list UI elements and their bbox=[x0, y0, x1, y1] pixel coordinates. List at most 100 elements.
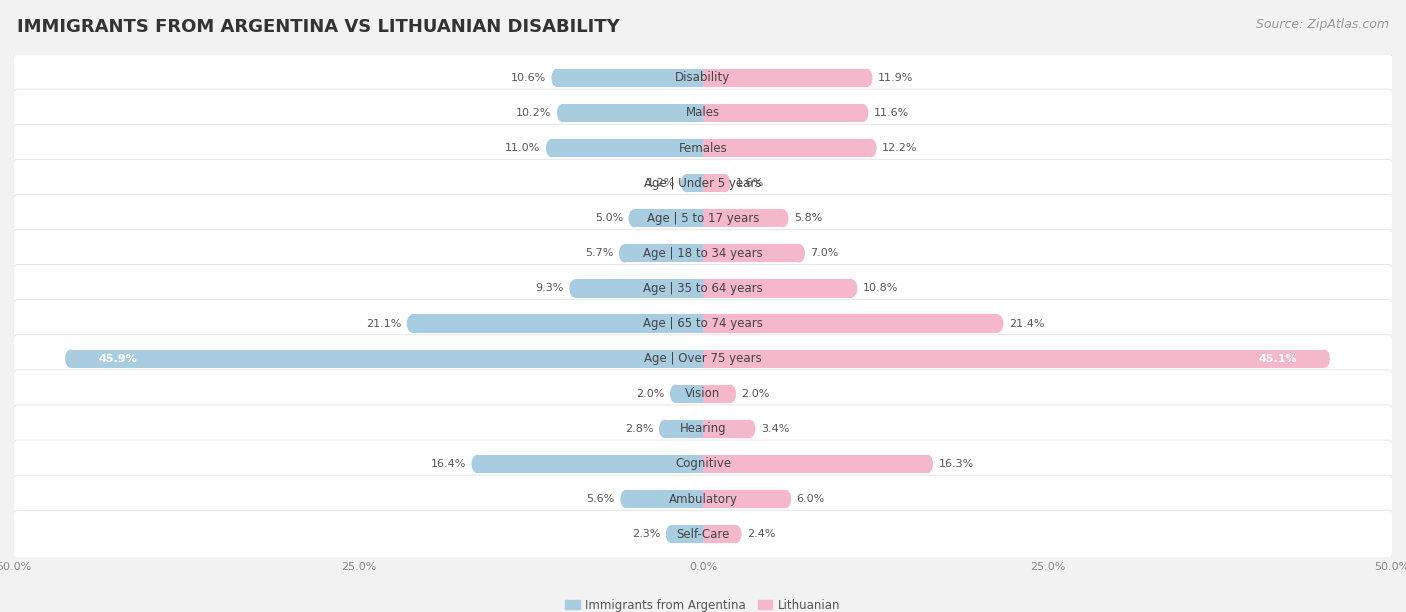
FancyBboxPatch shape bbox=[13, 54, 1393, 102]
Ellipse shape bbox=[846, 279, 858, 297]
Bar bbox=[703, 349, 1324, 368]
FancyBboxPatch shape bbox=[13, 89, 1393, 137]
FancyBboxPatch shape bbox=[13, 124, 1393, 172]
Ellipse shape bbox=[620, 490, 631, 508]
Ellipse shape bbox=[619, 244, 630, 263]
Bar bbox=[703, 420, 749, 438]
Text: 21.1%: 21.1% bbox=[366, 319, 401, 329]
Text: 5.6%: 5.6% bbox=[586, 494, 614, 504]
Ellipse shape bbox=[65, 349, 76, 368]
Text: Age | 35 to 64 years: Age | 35 to 64 years bbox=[643, 282, 763, 295]
FancyBboxPatch shape bbox=[13, 335, 1393, 382]
Text: Disability: Disability bbox=[675, 72, 731, 84]
Text: 5.8%: 5.8% bbox=[794, 213, 823, 223]
Text: 7.0%: 7.0% bbox=[810, 248, 839, 258]
Ellipse shape bbox=[720, 174, 731, 192]
Bar bbox=[671, 525, 703, 543]
Text: Age | 65 to 74 years: Age | 65 to 74 years bbox=[643, 317, 763, 330]
Text: 1.2%: 1.2% bbox=[647, 178, 675, 188]
Ellipse shape bbox=[922, 455, 934, 473]
Bar bbox=[665, 420, 703, 438]
Text: Vision: Vision bbox=[685, 387, 721, 400]
Ellipse shape bbox=[628, 209, 640, 228]
Text: 10.2%: 10.2% bbox=[516, 108, 551, 118]
FancyBboxPatch shape bbox=[13, 230, 1393, 277]
Ellipse shape bbox=[725, 384, 737, 403]
Text: 2.0%: 2.0% bbox=[636, 389, 665, 399]
Ellipse shape bbox=[546, 139, 557, 157]
Bar bbox=[703, 69, 868, 87]
Text: Age | Under 5 years: Age | Under 5 years bbox=[644, 177, 762, 190]
Bar bbox=[703, 104, 863, 122]
Bar bbox=[562, 104, 703, 122]
Ellipse shape bbox=[569, 279, 581, 297]
Bar bbox=[703, 315, 998, 333]
Ellipse shape bbox=[681, 174, 692, 192]
Text: 45.1%: 45.1% bbox=[1258, 354, 1296, 364]
Ellipse shape bbox=[778, 209, 789, 228]
Text: 16.3%: 16.3% bbox=[939, 459, 974, 469]
Bar bbox=[703, 490, 786, 508]
Text: 11.6%: 11.6% bbox=[875, 108, 910, 118]
Text: IMMIGRANTS FROM ARGENTINA VS LITHUANIAN DISABILITY: IMMIGRANTS FROM ARGENTINA VS LITHUANIAN … bbox=[17, 18, 620, 36]
Text: 9.3%: 9.3% bbox=[536, 283, 564, 293]
FancyBboxPatch shape bbox=[13, 405, 1393, 453]
Bar bbox=[551, 139, 703, 157]
Ellipse shape bbox=[731, 525, 741, 543]
Text: 10.6%: 10.6% bbox=[510, 73, 546, 83]
Ellipse shape bbox=[557, 104, 568, 122]
Ellipse shape bbox=[1319, 349, 1330, 368]
FancyBboxPatch shape bbox=[13, 370, 1393, 417]
Bar bbox=[675, 384, 703, 403]
Text: 5.0%: 5.0% bbox=[595, 213, 623, 223]
Text: Ambulatory: Ambulatory bbox=[668, 493, 738, 506]
Ellipse shape bbox=[551, 69, 562, 87]
Text: 11.0%: 11.0% bbox=[505, 143, 540, 153]
Text: 3.4%: 3.4% bbox=[761, 424, 789, 434]
Text: 6.0%: 6.0% bbox=[797, 494, 825, 504]
Text: Age | 5 to 17 years: Age | 5 to 17 years bbox=[647, 212, 759, 225]
Text: Cognitive: Cognitive bbox=[675, 457, 731, 471]
Text: 2.0%: 2.0% bbox=[741, 389, 770, 399]
Bar bbox=[626, 490, 703, 508]
Text: 2.4%: 2.4% bbox=[747, 529, 776, 539]
Text: 11.9%: 11.9% bbox=[877, 73, 914, 83]
Text: 12.2%: 12.2% bbox=[882, 143, 918, 153]
Text: Source: ZipAtlas.com: Source: ZipAtlas.com bbox=[1256, 18, 1389, 31]
Text: Age | 18 to 34 years: Age | 18 to 34 years bbox=[643, 247, 763, 260]
Ellipse shape bbox=[858, 104, 869, 122]
Bar bbox=[70, 349, 703, 368]
Text: 21.4%: 21.4% bbox=[1010, 319, 1045, 329]
Text: Females: Females bbox=[679, 141, 727, 155]
Text: 2.8%: 2.8% bbox=[624, 424, 654, 434]
Bar bbox=[634, 209, 703, 228]
Bar bbox=[703, 384, 731, 403]
Bar bbox=[703, 525, 737, 543]
Ellipse shape bbox=[471, 455, 482, 473]
Bar bbox=[703, 209, 783, 228]
Text: Hearing: Hearing bbox=[679, 422, 727, 435]
Legend: Immigrants from Argentina, Lithuanian: Immigrants from Argentina, Lithuanian bbox=[561, 594, 845, 612]
Ellipse shape bbox=[780, 490, 792, 508]
FancyBboxPatch shape bbox=[13, 440, 1393, 488]
FancyBboxPatch shape bbox=[13, 264, 1393, 312]
Text: 1.6%: 1.6% bbox=[737, 178, 765, 188]
Ellipse shape bbox=[993, 315, 1004, 333]
FancyBboxPatch shape bbox=[13, 300, 1393, 348]
Ellipse shape bbox=[406, 315, 418, 333]
Text: Age | Over 75 years: Age | Over 75 years bbox=[644, 352, 762, 365]
Text: 2.3%: 2.3% bbox=[631, 529, 661, 539]
Text: Males: Males bbox=[686, 106, 720, 119]
Bar bbox=[703, 174, 725, 192]
Bar bbox=[703, 279, 852, 297]
Bar bbox=[703, 139, 872, 157]
Text: Self-Care: Self-Care bbox=[676, 528, 730, 540]
FancyBboxPatch shape bbox=[13, 510, 1393, 558]
Bar bbox=[557, 69, 703, 87]
Bar bbox=[703, 244, 800, 263]
FancyBboxPatch shape bbox=[13, 159, 1393, 207]
Bar bbox=[575, 279, 703, 297]
Ellipse shape bbox=[669, 384, 681, 403]
Bar bbox=[412, 315, 703, 333]
Bar bbox=[477, 455, 703, 473]
